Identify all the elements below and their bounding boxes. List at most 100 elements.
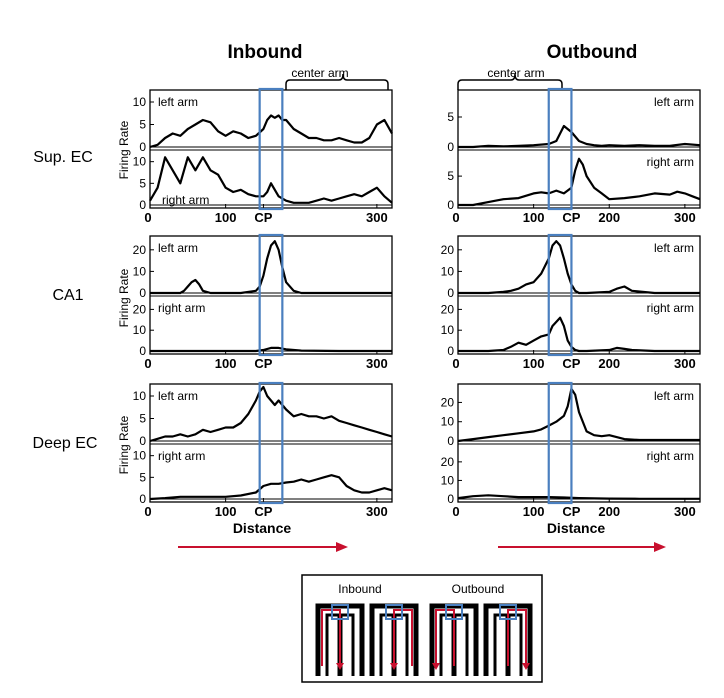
trajectory-arrowhead — [336, 663, 344, 670]
series-line-right-arm — [458, 316, 700, 353]
y-tick-label: 5 — [139, 176, 146, 190]
maze-diagrams — [315, 603, 533, 676]
y-tick-label: 10 — [133, 389, 147, 403]
y-axis-label-sup-ec: Firing Rate — [117, 120, 131, 179]
maze-2 — [369, 603, 419, 676]
x-tick-label: CP — [562, 356, 580, 371]
x-tick-label: CP — [562, 504, 580, 519]
direction-arrow-outbound — [498, 542, 666, 552]
subplot-label-right-arm: right arm — [647, 155, 694, 169]
series-line-right-arm — [458, 157, 701, 207]
series-line-right-arm — [150, 346, 392, 353]
cp-highlight-box — [547, 381, 573, 505]
center-arm-brace-inbound — [285, 73, 389, 90]
subplot-label-right-arm: right arm — [162, 193, 209, 207]
subplot-label-left-arm: left arm — [654, 95, 694, 109]
maze-inset: Inbound Outbound — [301, 574, 543, 683]
y-tick-label: 10 — [133, 323, 147, 337]
y-tick-label: 0 — [447, 344, 454, 358]
x-tick-label: 0 — [452, 210, 459, 225]
x-tick-label: 200 — [598, 356, 620, 371]
y-tick-label: 10 — [133, 155, 147, 169]
trajectory-arrowhead — [432, 663, 440, 670]
panel-deep-ec-inbound: 0 5 10 left arm 0 5 10 right arm 0 100 CP 300 — [133, 381, 393, 519]
panel-sup-ec-inbound: 0 5 10 left arm 0 5 10 right arm 0 100 CP 300 — [133, 87, 393, 225]
x-tick-label: 100 — [523, 210, 545, 225]
y-axis-label-deep-ec: Firing Rate — [117, 415, 131, 474]
y-tick-label: 20 — [441, 302, 455, 316]
x-tick-label: 300 — [674, 504, 696, 519]
x-tick-label: 200 — [598, 210, 620, 225]
x-tick-label: 100 — [215, 356, 237, 371]
y-tick-label: 0 — [139, 140, 146, 154]
y-tick-label: 0 — [139, 198, 146, 212]
y-tick-label: 20 — [133, 243, 147, 257]
cp-highlight-box — [547, 233, 573, 357]
series-line-left-arm — [149, 114, 393, 149]
series-line-left-arm — [150, 240, 392, 295]
y-tick-label: 5 — [447, 169, 454, 183]
y-tick-label: 5 — [139, 470, 146, 484]
center-arm-label-inbound: center arm — [291, 66, 348, 80]
maze-4 — [483, 603, 533, 676]
y-tick-label: 0 — [139, 492, 146, 506]
panel-frame — [457, 235, 701, 355]
subplot-label-right-arm: right arm — [647, 301, 694, 315]
x-tick-label: 0 — [144, 210, 151, 225]
inset-label-outbound: Outbound — [452, 582, 505, 596]
y-axis-label-ca1: Firing Rate — [117, 268, 131, 327]
panel-ca1-outbound: 0 10 20 left arm 0 10 20 right arm 0 100 CP 200 300 — [441, 233, 701, 371]
y-tick-label: 10 — [441, 264, 455, 278]
y-tick-label: 10 — [133, 95, 147, 109]
y-tick-label: 0 — [447, 198, 454, 212]
y-tick-label: 10 — [133, 264, 147, 278]
panel-frame — [457, 89, 701, 209]
x-tick-label: 0 — [452, 504, 459, 519]
x-tick-label: 200 — [598, 504, 620, 519]
x-tick-label: 100 — [215, 210, 237, 225]
y-tick-label: 10 — [133, 449, 147, 463]
x-tick-label: CP — [562, 210, 580, 225]
subplot-label-right-arm: right arm — [158, 449, 205, 463]
direction-arrow-inbound — [178, 542, 348, 552]
panel-ca1-inbound: 0 10 20 left arm 0 10 20 right arm 0 100 CP 300 — [133, 233, 393, 371]
series-line-left-arm — [457, 387, 700, 443]
center-arm-brace-outbound — [457, 73, 563, 90]
cp-highlight-box — [258, 233, 284, 357]
y-tick-label: 0 — [447, 492, 454, 506]
y-tick-label: 5 — [139, 118, 146, 132]
inset-label-inbound: Inbound — [338, 582, 381, 596]
x-tick-label: 300 — [674, 356, 696, 371]
subplot-label-left-arm: left arm — [654, 241, 694, 255]
series-line-right-arm — [149, 156, 393, 204]
y-tick-label: 0 — [447, 286, 454, 300]
maze-3 — [429, 603, 479, 676]
x-tick-label: 0 — [452, 356, 459, 371]
center-arm-label-outbound: center arm — [487, 66, 544, 80]
series-line-left-arm — [149, 385, 393, 443]
y-tick-label: 0 — [139, 434, 146, 448]
y-tick-label: 10 — [441, 323, 455, 337]
x-tick-label: 100 — [215, 504, 237, 519]
subplot-label-left-arm: left arm — [158, 389, 198, 403]
subplot-label-right-arm: right arm — [647, 449, 694, 463]
series-line-left-arm — [458, 124, 701, 149]
x-tick-label: 100 — [523, 356, 545, 371]
y-tick-label: 20 — [441, 455, 455, 469]
x-tick-label: 300 — [366, 504, 388, 519]
subplot-label-right-arm: right arm — [158, 301, 205, 315]
y-tick-label: 20 — [441, 395, 455, 409]
x-tick-label: 0 — [144, 504, 151, 519]
y-tick-label: 20 — [133, 302, 147, 316]
row-label-sup-ec: Sup. EC — [33, 149, 93, 166]
subplot-label-left-arm: left arm — [158, 95, 198, 109]
maze-1 — [315, 603, 365, 676]
series-line-right-arm — [149, 474, 393, 501]
x-axis-label-inbound: Distance — [233, 520, 292, 536]
y-tick-label: 0 — [139, 344, 146, 358]
row-label-deep-ec: Deep EC — [33, 435, 98, 452]
panel-deep-ec-outbound: 0 10 20 left arm 0 10 20 right arm 0 100 CP 200 300 — [441, 381, 701, 519]
y-tick-label: 10 — [441, 415, 455, 429]
